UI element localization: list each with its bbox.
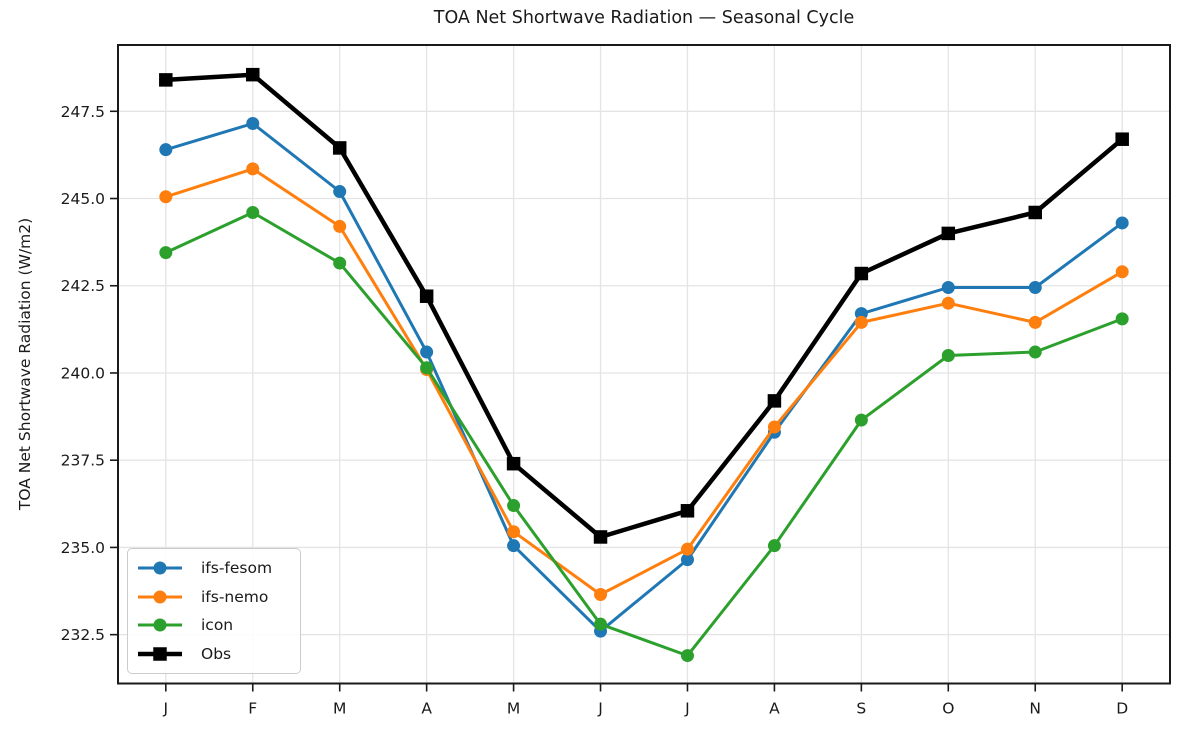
x-tick-label: J [597, 700, 603, 718]
marker-Obs-10 [1028, 205, 1042, 220]
series-line-Obs [163, 72, 1125, 540]
marker-icon-11 [1115, 312, 1129, 326]
legend-line-marker-icon [137, 645, 183, 663]
x-tick-label: M [507, 700, 520, 718]
x-tick-label: S [856, 700, 866, 718]
series-line-ifs-fesom [164, 122, 1124, 633]
x-tick-label: O [942, 700, 954, 718]
marker-Obs-3 [419, 289, 434, 303]
marker-ifs-nemo-0 [159, 190, 173, 204]
marker-Obs-1 [246, 67, 260, 82]
marker-ifs-nemo-2 [333, 219, 347, 233]
x-tick-label: J [163, 700, 169, 718]
marker-ifs-nemo-8 [854, 315, 868, 329]
legend-label: icon [201, 616, 234, 635]
marker-ifs-fesom-1 [246, 117, 260, 131]
y-tick-label: 237.5 [61, 452, 105, 470]
marker-Obs-7 [767, 394, 782, 408]
marker-ifs-fesom-4 [507, 539, 521, 553]
marker-icon-7 [767, 539, 781, 553]
marker-icon-2 [333, 256, 347, 270]
legend-item-icon: icon [137, 611, 291, 639]
marker-Obs-9 [941, 226, 956, 241]
marker-ifs-fesom-11 [1115, 216, 1129, 230]
y-tick-label: 235.0 [61, 539, 105, 557]
legend-item-obs: Obs [137, 640, 291, 668]
marker-icon-9 [941, 349, 955, 363]
marker-ifs-nemo-5 [594, 588, 608, 602]
marker-ifs-nemo-4 [507, 525, 521, 539]
marker-ifs-nemo-1 [246, 162, 260, 176]
legend-line-marker-icon [137, 588, 183, 606]
marker-icon-8 [854, 413, 868, 427]
marker-ifs-nemo-10 [1028, 315, 1042, 329]
marker-ifs-nemo-7 [767, 420, 781, 434]
marker-icon-3 [420, 361, 434, 375]
series-line-ifs-nemo [164, 167, 1124, 596]
marker-Obs-0 [159, 73, 173, 87]
marker-ifs-fesom-0 [159, 143, 173, 157]
marker-ifs-fesom-2 [333, 185, 347, 199]
legend-label: ifs-fesom [201, 559, 273, 578]
marker-Obs-11 [1115, 132, 1129, 146]
x-tick-label: D [1116, 700, 1128, 718]
legend-label: ifs-nemo [201, 587, 269, 606]
y-tick-label: 247.5 [61, 103, 105, 121]
marker-icon-10 [1028, 345, 1042, 359]
legend-item-ifs-fesom: ifs-fesom [137, 554, 291, 582]
x-tick-label: A [421, 700, 432, 718]
legend-line-marker-icon [137, 616, 183, 634]
marker-ifs-nemo-11 [1115, 265, 1129, 279]
marker-icon-0 [159, 246, 173, 260]
x-tick-label: M [333, 700, 346, 718]
legend-line-marker-icon [137, 559, 183, 577]
series-line-icon [164, 211, 1124, 658]
marker-Obs-2 [332, 141, 347, 155]
legend: ifs-fesom ifs-nemo icon Obs [127, 548, 301, 674]
marker-ifs-nemo-9 [941, 296, 955, 310]
chart-title: TOA Net Shortwave Radiation — Seasonal C… [433, 8, 855, 28]
marker-ifs-fesom-3 [420, 345, 434, 359]
marker-icon-1 [246, 205, 260, 219]
marker-icon-5 [594, 617, 608, 631]
marker-Obs-6 [680, 504, 695, 518]
marker-icon-6 [680, 649, 694, 663]
axes-frame [117, 44, 1171, 685]
y-tick-label: 245.0 [61, 190, 105, 208]
y-tick-label: 232.5 [61, 626, 105, 644]
y-tick-label: 240.0 [61, 364, 105, 382]
marker-Obs-8 [854, 266, 869, 281]
legend-item-ifs-nemo: ifs-nemo [137, 583, 291, 611]
marker-ifs-fesom-6 [680, 553, 694, 567]
marker-ifs-fesom-9 [941, 280, 955, 294]
legend-label: Obs [201, 644, 232, 663]
marker-ifs-nemo-6 [680, 542, 694, 556]
marker-ifs-fesom-10 [1028, 280, 1042, 294]
x-tick-label: A [769, 700, 780, 718]
y-tick-label: 242.5 [61, 277, 105, 295]
x-tick-label: F [248, 700, 257, 718]
marker-Obs-5 [593, 530, 608, 544]
x-tick-label: N [1029, 700, 1041, 718]
marker-Obs-4 [506, 456, 521, 471]
marker-icon-4 [507, 499, 521, 513]
x-tick-label: J [684, 700, 690, 718]
